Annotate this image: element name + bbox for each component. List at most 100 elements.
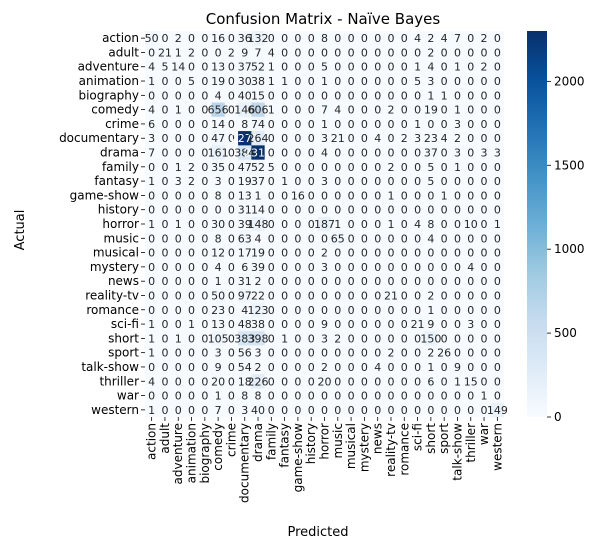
- heatmap-cell: [424, 402, 438, 418]
- cell-value: 1: [454, 375, 461, 388]
- cell-value: 0: [467, 361, 474, 374]
- heatmap-cell: [477, 145, 492, 160]
- x-tick-label: short: [424, 423, 438, 454]
- cell-value: 2: [175, 32, 182, 45]
- heatmap-cell: [251, 231, 265, 246]
- cell-value: 0: [281, 247, 288, 260]
- heatmap-cell: [464, 359, 478, 375]
- heatmap-cell: [490, 374, 505, 389]
- cell-value: 105: [208, 332, 229, 345]
- heatmap-cell: [357, 202, 372, 218]
- heatmap-cell: [450, 274, 465, 289]
- cell-value: 0: [201, 104, 208, 117]
- heatmap-cell: [184, 374, 199, 389]
- cell-value: 26: [437, 347, 451, 360]
- cell-value: 0: [481, 132, 488, 145]
- cell-value: 20: [211, 375, 225, 388]
- heatmap-cell: [264, 302, 279, 318]
- cell-value: 4: [321, 147, 328, 160]
- heatmap-cell: [464, 45, 478, 60]
- heatmap-cell: [317, 359, 332, 375]
- heatmap-cell: [371, 159, 385, 175]
- cell-value: 606: [248, 104, 269, 117]
- cell-value: 0: [361, 75, 368, 88]
- cell-value: 161: [208, 147, 229, 160]
- cell-value: 0: [374, 204, 381, 217]
- cell-value: 0: [321, 204, 328, 217]
- heatmap-cell: [450, 231, 465, 246]
- heatmap-cell: [224, 345, 239, 361]
- heatmap-cell: [304, 316, 319, 332]
- heatmap-cell: [145, 73, 159, 89]
- cell-value: 0: [348, 318, 355, 331]
- heatmap-cell: [198, 402, 212, 418]
- heatmap-cell: [238, 173, 252, 189]
- heatmap-cell: [317, 88, 332, 103]
- cell-value: 14: [251, 204, 265, 217]
- cell-value: 0: [348, 289, 355, 302]
- heatmap-cell: [291, 188, 305, 203]
- cell-value: 0: [454, 218, 461, 231]
- heatmap-cell: [224, 231, 239, 246]
- cell-value: 0: [201, 275, 208, 288]
- cell-value: 0: [454, 275, 461, 288]
- heatmap-cell: [384, 31, 398, 46]
- cell-value: 0: [281, 218, 288, 231]
- heatmap-cell: [184, 159, 199, 175]
- heatmap-cell: [450, 245, 465, 261]
- cell-value: 0: [387, 318, 394, 331]
- cell-value: 7: [148, 147, 155, 160]
- heatmap-cell: [490, 274, 505, 289]
- heatmap-cell: [291, 131, 305, 146]
- heatmap-cell: [371, 102, 385, 118]
- heatmap-cell: [397, 31, 412, 46]
- cell-value: 0: [441, 289, 448, 302]
- cell-value: 0: [467, 289, 474, 302]
- heatmap-cell: [145, 88, 159, 103]
- cell-value: 0: [321, 232, 328, 245]
- cell-value: 0: [481, 361, 488, 374]
- cell-value: 63: [238, 232, 252, 245]
- heatmap-cell: [464, 345, 478, 361]
- heatmap-cell: [224, 173, 239, 189]
- heatmap-cell: [304, 274, 319, 289]
- heatmap-cell: [331, 231, 345, 246]
- heatmap-cell: [184, 31, 199, 46]
- cell-value: 1: [481, 390, 488, 403]
- cell-value: 0: [454, 189, 461, 202]
- heatmap-cell: [410, 59, 425, 75]
- cell-value: 16: [291, 189, 305, 202]
- heatmap-cell: [424, 345, 438, 361]
- cell-value: 0: [481, 218, 488, 231]
- heatmap-cell: [397, 88, 412, 103]
- cell-value: 0: [401, 304, 408, 317]
- cell-value: 0: [294, 147, 301, 160]
- heatmap-cell: [211, 316, 226, 332]
- cell-value: 0: [188, 289, 195, 302]
- heatmap-cell: [171, 159, 186, 175]
- cell-value: 0: [374, 332, 381, 345]
- cell-value: 6: [427, 375, 434, 388]
- x-tick-label: adventure: [171, 423, 185, 484]
- heatmap-cell: [264, 359, 279, 375]
- heatmap-cell: [424, 231, 438, 246]
- cell-value: 2: [427, 289, 434, 302]
- heatmap-cell: [477, 88, 492, 103]
- cell-value: 0: [268, 261, 275, 274]
- heatmap-cell: [331, 359, 345, 375]
- heatmap-cell: [357, 231, 372, 246]
- heatmap-cell: [331, 173, 345, 189]
- heatmap-cell: [238, 59, 252, 75]
- heatmap-cell: [371, 302, 385, 318]
- heatmap-cell: [490, 102, 505, 118]
- cell-value: 0: [467, 32, 474, 45]
- cell-value: 30: [238, 75, 252, 88]
- cell-value: 0: [201, 404, 208, 417]
- cell-value: 0: [281, 61, 288, 74]
- cell-value: 0: [161, 89, 168, 102]
- heatmap-cell: [384, 259, 398, 275]
- heatmap-cell: [224, 88, 239, 103]
- cell-value: 0: [188, 275, 195, 288]
- heatmap-cell: [224, 31, 239, 46]
- cell-value: 0: [308, 118, 315, 131]
